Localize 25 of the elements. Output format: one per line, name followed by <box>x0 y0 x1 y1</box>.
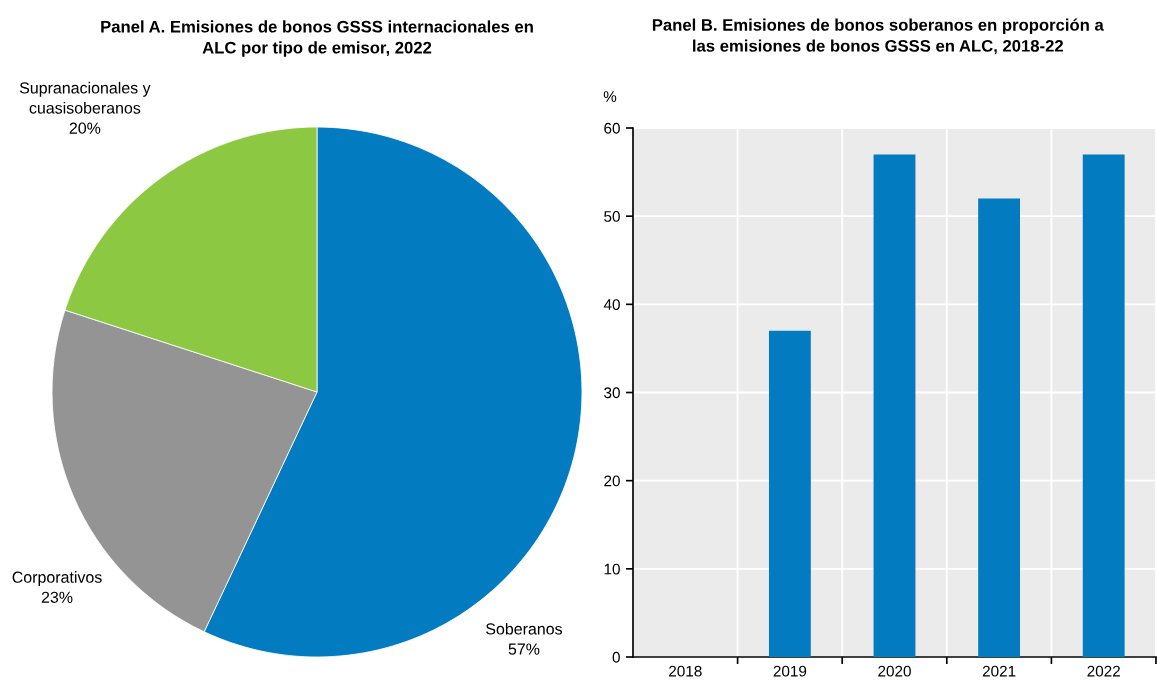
bar <box>978 198 1021 657</box>
data-label: 23% <box>41 591 73 603</box>
x-tick-label: 2018 <box>669 665 702 677</box>
x-tick-label: 2020 <box>878 665 911 677</box>
y-tick-label: 50 <box>604 211 620 222</box>
bar <box>1082 154 1125 657</box>
x-tick-label: 2021 <box>982 665 1016 677</box>
data-label: 20% <box>69 122 101 134</box>
y-tick-label: 0 <box>612 651 620 663</box>
chart-title: Panel B. Emisiones de bonos soberanos en proporción a las emisiones de bonos GSSS en ALC, 2018-22 <box>652 18 1104 55</box>
x-tick-label: 2022 <box>1087 665 1120 677</box>
slice-label: Soberanos <box>486 622 562 635</box>
y-tick-label: 10 <box>604 563 620 575</box>
y-tick-label: 40 <box>603 299 620 311</box>
chart-title: Panel A. Emisiones de bonos GSSS internacionales en ALC por tipo de emisor, 2022 <box>101 20 533 57</box>
x-tick-label: 2019 <box>773 665 807 677</box>
slice-label: Corporativos <box>12 571 102 587</box>
y-tick-label: 60 <box>604 122 620 134</box>
bar <box>768 330 811 657</box>
bar <box>873 154 916 657</box>
y-tick-label: 30 <box>604 387 620 399</box>
slice-label: Supranacionales y cuasisoberanos <box>19 81 151 114</box>
y-tick-label: 20 <box>604 475 620 487</box>
y-axis-title: % <box>603 91 617 102</box>
data-label: 57% <box>508 643 540 655</box>
